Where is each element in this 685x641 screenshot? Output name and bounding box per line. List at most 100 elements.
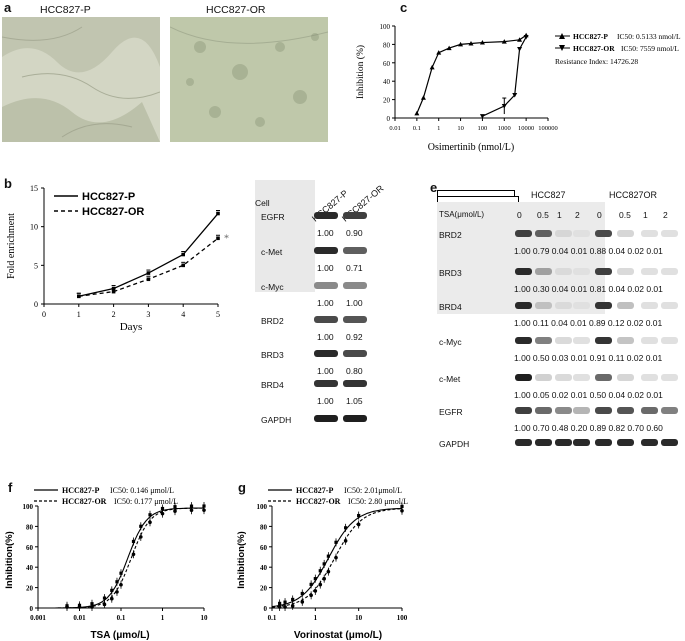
chart-c-ylabel: Inhibition (%) — [355, 45, 366, 99]
legend-g-name-p: HCC827-P — [296, 486, 333, 495]
chart-c-y-tick-label: 100 — [380, 23, 391, 31]
blot-d-band — [314, 247, 338, 254]
blot-e-band — [573, 230, 590, 237]
chart-b-point — [216, 211, 220, 216]
blot-d-row-label: c-Myc — [261, 282, 284, 292]
chart-f-x-tick-label: 0.001 — [30, 614, 46, 622]
blot-e-row-label: BRD2 — [439, 230, 462, 240]
chart-b-x-tick-label: 2 — [112, 310, 116, 319]
blot-e-band — [661, 302, 678, 309]
chart-f-x-tick-label: 0.01 — [73, 614, 86, 622]
blot-e-band — [661, 230, 678, 237]
chart-c-x-tick-label: 1 — [437, 125, 440, 132]
blot-e-dose-label: 0 — [597, 210, 602, 220]
blot-e-band — [515, 268, 532, 275]
chart-c-x-tick-label: 10 — [457, 125, 464, 132]
blot-d-row-label: BRD2 — [261, 316, 284, 326]
chart-f-y-tick-label: 20 — [26, 585, 34, 593]
blot-e-band — [641, 230, 658, 237]
chart-f-y-tick-label: 0 — [30, 605, 34, 613]
chart-g-curve-1 — [271, 508, 403, 608]
chart-c-point — [479, 40, 485, 45]
chart-c-point — [501, 39, 507, 44]
blot-e-band — [617, 302, 634, 309]
blot-e-band — [595, 302, 612, 309]
chart-f-x-tick-label: 0.1 — [117, 614, 126, 622]
blot-d-value: 1.05 — [346, 396, 363, 406]
blot-d-band — [314, 316, 338, 323]
blot-d-band — [314, 212, 338, 219]
micrograph-texture-or — [170, 17, 328, 142]
blot-e-band — [661, 439, 678, 446]
chart-c-y-tick-label: 80 — [383, 41, 391, 49]
chart-g-y-tick-label: 60 — [260, 544, 268, 552]
blot-e-strip — [437, 250, 605, 266]
legend-b-name-or: HCC827-OR — [82, 206, 144, 218]
blot-d-value: 0.92 — [346, 332, 363, 342]
micrograph-caption-or: HCC827-OR — [206, 4, 266, 16]
chart-c-x-tick-label: 100000 — [538, 125, 558, 132]
blot-e-band — [641, 302, 658, 309]
blot-d-row-label: c-Met — [261, 247, 283, 257]
blot-e-band — [661, 337, 678, 344]
chart-b-x-tick-label: 1 — [77, 310, 81, 319]
blot-d-band — [314, 380, 338, 387]
blot-e-band — [535, 302, 552, 309]
blot-e-tsa-label: TSA(μmol/L) — [439, 210, 485, 219]
blot-e-values: 1.00 0.79 0.04 0.01 0.88 0.04 0.02 0.01 — [514, 246, 663, 256]
legend-c-marker-or — [559, 45, 565, 51]
blot-e-row-label: EGFR — [439, 407, 463, 417]
blot-d-value: 1.00 — [317, 298, 334, 308]
blot-d-strip — [255, 260, 315, 276]
chart-f-curve-0 — [38, 507, 204, 609]
chart-c-point — [458, 41, 464, 47]
legend-g-name-or: HCC827-OR — [296, 497, 341, 506]
panel-label-g: g — [238, 480, 246, 495]
blot-e-dose-label: 0 — [517, 210, 522, 220]
blot-e-band — [661, 407, 678, 414]
chart-g-y-tick-label: 80 — [260, 523, 268, 531]
panel-label-e: e — [430, 180, 438, 195]
chart-b-y-tick-label: 10 — [30, 223, 38, 232]
blot-e-band — [535, 230, 552, 237]
blot-d-row-label: GAPDH — [261, 415, 292, 425]
legend-f-name-p: HCC827-P — [62, 486, 99, 495]
blot-e-group-hcc827: HCC827 — [531, 190, 566, 200]
chart-b-point — [77, 294, 81, 299]
blot-d-value: 1.00 — [317, 396, 334, 406]
chart-g-x-tick-label: 10 — [355, 614, 363, 622]
blot-e-band — [617, 439, 634, 446]
chart-f-y-tick-label: 60 — [26, 544, 34, 552]
chart-f: 0 20 40 60 80 100 0.001 0.01 0.1 1 10 Inhibition(… — [4, 486, 208, 641]
chart-c-point — [420, 95, 426, 100]
chart-c-point — [436, 50, 442, 55]
chart-c-point — [517, 37, 523, 42]
chart-b: 0 5 10 15 0 1 2 3 4 5 Fold enrichment Days * HCC… — [6, 184, 229, 333]
blot-d-value: 1.00 — [317, 263, 334, 273]
chart-b-point — [111, 289, 116, 294]
chart-b-y-tick-label: 5 — [34, 261, 38, 270]
blot-d-band — [314, 350, 338, 357]
blot-e-band — [595, 374, 612, 381]
chart-c-y-tick-label: 20 — [383, 97, 391, 105]
blot-e-band — [641, 374, 658, 381]
chart-g-x-tick-label: 0.1 — [268, 614, 277, 622]
blot-e-values: 1.00 0.11 0.04 0.01 0.89 0.12 0.02 0.01 — [514, 318, 663, 328]
blot-e-bracket-hcc827 — [437, 190, 515, 196]
blot-d-value: 1.00 — [346, 298, 363, 308]
blot-e-bracket-hcc827or — [437, 196, 519, 202]
blot-e-band — [555, 439, 572, 446]
panel-label-f: f — [8, 480, 13, 495]
chart-c-y-tick-label: 60 — [383, 60, 391, 68]
western-blot-e: HCC827 HCC827OR TSA(μmol/L) 0 0.5 1 2 0 0.5 1 2… — [437, 190, 685, 449]
chart-c-x-tick-label: 100 — [478, 125, 488, 132]
blot-e-dose-label: 1 — [643, 210, 648, 220]
blot-d-strip — [255, 212, 315, 228]
chart-f-ylabel: Inhibition(%) — [4, 531, 15, 589]
panel-label-b: b — [4, 176, 12, 191]
blot-d-band — [343, 212, 367, 219]
blot-e-band — [535, 407, 552, 414]
blot-e-dose-label: 1 — [557, 210, 562, 220]
blot-e-band — [573, 337, 590, 344]
blot-e-values: 1.00 0.05 0.02 0.01 0.50 0.04 0.02 0.01 — [514, 390, 663, 400]
